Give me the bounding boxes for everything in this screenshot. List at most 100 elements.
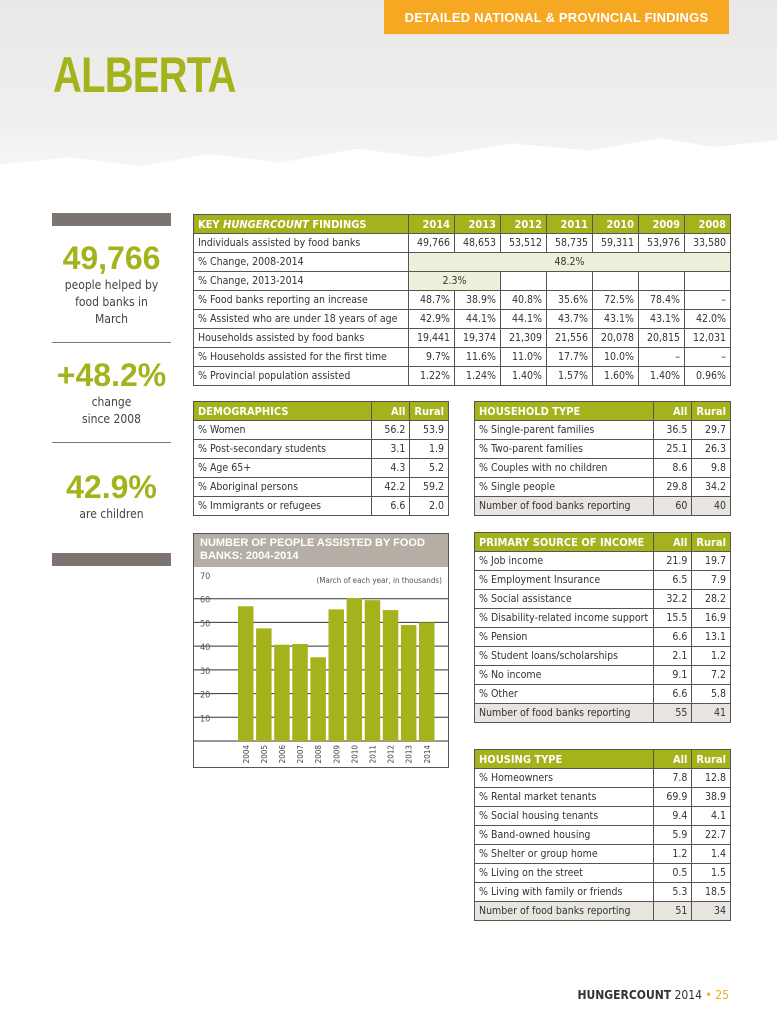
cell: 5.8	[691, 684, 731, 704]
table-row: % Change, 2008-2014 48.2%	[193, 252, 731, 272]
cell: 7.2	[691, 665, 731, 685]
cell: 2.0	[409, 496, 449, 516]
bar-2005	[256, 628, 272, 741]
table-row: % Single people 29.8 34.2	[473, 477, 731, 497]
y-tick-label: 30	[200, 667, 210, 677]
year-header: 2014	[408, 214, 455, 234]
cell: 43.7%	[546, 309, 593, 329]
table-row: % Couples with no children 8.6 9.8	[473, 458, 731, 478]
row-label: % Pension	[473, 627, 655, 647]
row-label: % Other	[473, 684, 655, 704]
cell: 26.3	[691, 439, 731, 459]
cell: 9.4	[653, 806, 693, 826]
cell: 60	[653, 496, 693, 516]
year-header: 2008	[684, 214, 731, 234]
cell: 42.0%	[684, 309, 731, 329]
cell: 1.4	[691, 844, 731, 864]
cell: 28.2	[691, 589, 731, 609]
cell: 49,766	[408, 233, 455, 253]
table-row: % Living with family or friends 5.3 18.5	[473, 882, 731, 902]
y-tick-label: 10	[200, 714, 210, 724]
divider-bar	[52, 213, 171, 226]
table-row: % Other 6.6 5.8	[473, 684, 731, 704]
stat-value: +48.2%	[56, 357, 167, 393]
cell: 21.9	[653, 551, 693, 571]
stat-change: +48.2% change since 2008	[52, 343, 171, 442]
table-row: % Homeowners 7.8 12.8	[473, 768, 731, 788]
cell: 42.9%	[408, 309, 455, 329]
cell: 1.60%	[592, 366, 639, 386]
table-row: % Shelter or group home 1.2 1.4	[473, 844, 731, 864]
cell-span: 2.3%	[408, 271, 501, 291]
cell-span: 48.2%	[408, 252, 731, 272]
cell: 17.7%	[546, 347, 593, 367]
table-title: KEY HUNGERCOUNT FINDINGS	[193, 214, 409, 234]
cell: 72.5%	[592, 290, 639, 310]
row-label: Number of food banks reporting	[473, 496, 655, 516]
cell: 40.8%	[500, 290, 547, 310]
housing-type-table: HOUSING TYPE All Rural% Homeowners 7.8 12.8%…	[473, 749, 731, 921]
demographics-table: DEMOGRAPHICS All Rural% Women 56.2 53.9% Pos…	[192, 401, 449, 516]
header-row: PRIMARY SOURCE OF INCOME All Rural	[473, 532, 731, 552]
chart-subtitle: (March of each year, in thousands)	[316, 576, 442, 585]
table-row: Number of food banks reporting 55 41	[473, 703, 731, 723]
key-findings-table: KEY HUNGERCOUNT FINDINGS 2014 2013 2012 2011…	[193, 214, 731, 386]
table-row: % Change, 2013-2014 2.3%	[193, 271, 731, 291]
table-row: % Post-secondary students 3.1 1.9	[192, 439, 449, 459]
cell: 1.9	[409, 439, 449, 459]
cell: 36.5	[653, 420, 693, 440]
header-row: HOUSING TYPE All Rural	[473, 749, 731, 769]
cell: 38.9	[691, 787, 731, 807]
bar-2008	[310, 657, 326, 741]
cell: 44.1%	[454, 309, 501, 329]
row-label: % Age 65+	[192, 458, 373, 478]
row-label: % Single-parent families	[473, 420, 655, 440]
cell: 59,311	[592, 233, 639, 253]
row-label: % Food banks reporting an increase	[193, 290, 409, 310]
row-label: % Shelter or group home	[473, 844, 655, 864]
row-label: % Immigrants or refugees	[192, 496, 373, 516]
cell: 6.6	[653, 627, 693, 647]
row-label: % Band-owned housing	[473, 825, 655, 845]
row-label: % Women	[192, 420, 373, 440]
cell: 20,078	[592, 328, 639, 348]
footer-brand: HUNGERCOUNT	[577, 988, 672, 1002]
col-header: All	[653, 532, 693, 552]
chart-plot: 10 20 30 40 50 60 70 (March of each year, in th…	[194, 572, 448, 763]
bar-2013	[400, 625, 417, 741]
header-row: HOUSEHOLD TYPE All Rural	[473, 401, 731, 421]
col-header: Rural	[691, 401, 731, 421]
table-row: % No income 9.1 7.2	[473, 665, 731, 685]
cell: 48.7%	[408, 290, 455, 310]
cell: 32.2	[653, 589, 693, 609]
row-label: % Two-parent families	[473, 439, 655, 459]
cell: 12.8	[691, 768, 731, 788]
row-label: % Living on the street	[473, 863, 655, 883]
col-header: All	[653, 749, 693, 769]
cell: 22.7	[691, 825, 731, 845]
year-header: 2012	[500, 214, 547, 234]
page-footer: HUNGERCOUNT 2014 • 25	[577, 988, 729, 1002]
cell: 6.5	[653, 570, 693, 590]
row-label: % Social assistance	[473, 589, 655, 609]
table-row: % Food banks reporting an increase 48.7% 3…	[193, 290, 731, 310]
bar-2011	[364, 600, 381, 741]
cell-empty	[638, 271, 685, 291]
section-banner: DETAILED NATIONAL & PROVINCIAL FINDINGS	[384, 0, 729, 34]
table-title: PRIMARY SOURCE OF INCOME	[473, 532, 655, 552]
cell: 19,374	[454, 328, 501, 348]
row-label: % Disability-related income support	[473, 608, 655, 628]
title-prefix: KEY	[198, 217, 224, 231]
footer-year: 2014	[671, 988, 703, 1002]
table-row: % Social assistance 32.2 28.2	[473, 589, 731, 609]
row-label: % Change, 2013-2014	[193, 271, 409, 291]
col-header: Rural	[691, 749, 731, 769]
header-row: DEMOGRAPHICS All Rural	[192, 401, 449, 421]
row-label: % Living with family or friends	[473, 882, 655, 902]
cell: 43.1%	[592, 309, 639, 329]
cell-empty	[684, 271, 731, 291]
cell: 35.6%	[546, 290, 593, 310]
cell: 11.6%	[454, 347, 501, 367]
table-row: % Pension 6.6 13.1	[473, 627, 731, 647]
year-header: 2011	[546, 214, 593, 234]
